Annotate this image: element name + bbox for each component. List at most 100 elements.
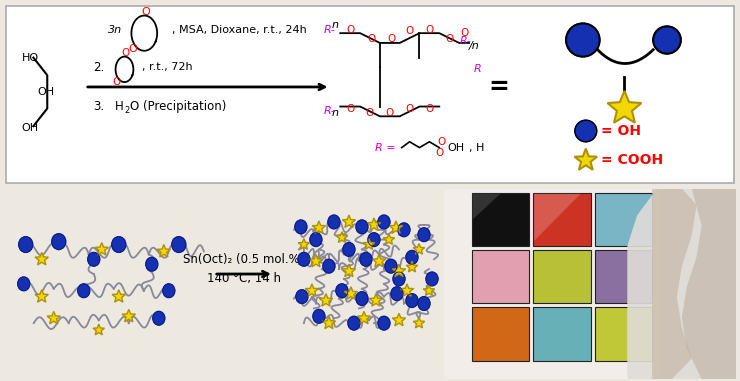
Ellipse shape bbox=[336, 284, 348, 298]
Text: n: n bbox=[332, 108, 338, 118]
Text: O: O bbox=[346, 104, 354, 114]
Polygon shape bbox=[343, 264, 356, 277]
Ellipse shape bbox=[163, 284, 175, 298]
Polygon shape bbox=[400, 284, 414, 296]
Text: OH: OH bbox=[21, 123, 38, 133]
Text: O: O bbox=[121, 48, 130, 58]
Ellipse shape bbox=[418, 297, 430, 311]
Bar bbox=[471, 307, 529, 361]
Ellipse shape bbox=[310, 233, 322, 247]
Polygon shape bbox=[357, 311, 371, 324]
Ellipse shape bbox=[348, 316, 360, 330]
Bar bbox=[534, 307, 591, 361]
Ellipse shape bbox=[406, 250, 418, 264]
Text: 2.: 2. bbox=[92, 61, 104, 74]
Ellipse shape bbox=[172, 237, 186, 252]
Text: O (Precipitation): O (Precipitation) bbox=[130, 100, 226, 113]
Polygon shape bbox=[95, 243, 109, 255]
Polygon shape bbox=[574, 149, 597, 170]
Ellipse shape bbox=[566, 23, 599, 57]
Text: O: O bbox=[112, 77, 121, 87]
Text: HO: HO bbox=[21, 53, 38, 62]
Bar bbox=[595, 193, 652, 246]
Polygon shape bbox=[389, 221, 403, 234]
Ellipse shape bbox=[393, 272, 405, 286]
Bar bbox=[534, 193, 591, 246]
Ellipse shape bbox=[295, 220, 307, 234]
Ellipse shape bbox=[296, 290, 308, 304]
Text: O: O bbox=[437, 137, 445, 147]
Polygon shape bbox=[392, 313, 406, 326]
Text: O: O bbox=[346, 25, 354, 35]
Text: OH: OH bbox=[37, 87, 55, 97]
Text: , r.t., 72h: , r.t., 72h bbox=[142, 62, 193, 72]
Polygon shape bbox=[322, 316, 335, 329]
Text: 140 °C, 14 h: 140 °C, 14 h bbox=[207, 272, 281, 285]
Text: = OH: = OH bbox=[601, 124, 641, 138]
Ellipse shape bbox=[385, 259, 397, 273]
Polygon shape bbox=[35, 290, 48, 302]
Text: O: O bbox=[425, 104, 434, 114]
Polygon shape bbox=[298, 239, 309, 249]
Text: O: O bbox=[368, 34, 376, 44]
Ellipse shape bbox=[146, 257, 158, 271]
Bar bbox=[471, 193, 529, 246]
Text: =: = bbox=[488, 75, 509, 99]
Ellipse shape bbox=[378, 215, 390, 229]
Polygon shape bbox=[473, 194, 500, 219]
Text: O: O bbox=[445, 34, 454, 44]
Ellipse shape bbox=[78, 284, 90, 298]
Polygon shape bbox=[309, 255, 323, 267]
Ellipse shape bbox=[368, 233, 380, 247]
Polygon shape bbox=[343, 215, 356, 227]
Ellipse shape bbox=[418, 228, 430, 242]
Text: 3.: 3. bbox=[92, 100, 104, 113]
Polygon shape bbox=[312, 221, 326, 234]
Text: R-: R- bbox=[323, 25, 335, 35]
Text: 3n: 3n bbox=[107, 25, 122, 35]
Ellipse shape bbox=[152, 311, 165, 325]
Polygon shape bbox=[363, 239, 374, 249]
Polygon shape bbox=[367, 218, 380, 231]
Ellipse shape bbox=[328, 215, 340, 229]
Polygon shape bbox=[157, 245, 170, 257]
FancyBboxPatch shape bbox=[6, 6, 734, 183]
Text: R =: R = bbox=[375, 142, 396, 153]
Text: O: O bbox=[425, 25, 434, 35]
Polygon shape bbox=[369, 294, 383, 306]
Text: O: O bbox=[406, 26, 414, 36]
Polygon shape bbox=[406, 261, 417, 272]
Polygon shape bbox=[413, 243, 425, 254]
Polygon shape bbox=[344, 287, 357, 299]
Polygon shape bbox=[47, 311, 61, 324]
Bar bbox=[595, 250, 652, 303]
Bar bbox=[471, 250, 529, 303]
Ellipse shape bbox=[18, 277, 30, 291]
Polygon shape bbox=[652, 189, 696, 379]
Ellipse shape bbox=[298, 252, 310, 266]
Ellipse shape bbox=[112, 237, 126, 252]
Text: O: O bbox=[366, 108, 374, 118]
Bar bbox=[444, 189, 662, 379]
Polygon shape bbox=[336, 232, 348, 242]
Ellipse shape bbox=[398, 223, 410, 237]
Ellipse shape bbox=[356, 292, 368, 306]
Text: n: n bbox=[332, 20, 338, 30]
Text: /n: /n bbox=[469, 41, 480, 51]
Text: O: O bbox=[460, 28, 468, 38]
Ellipse shape bbox=[406, 294, 418, 307]
Ellipse shape bbox=[313, 309, 325, 323]
Polygon shape bbox=[305, 284, 319, 296]
Text: O: O bbox=[386, 108, 394, 118]
Bar bbox=[595, 307, 652, 361]
Polygon shape bbox=[372, 255, 386, 267]
Text: R: R bbox=[474, 64, 482, 74]
Polygon shape bbox=[112, 290, 126, 302]
Text: O: O bbox=[406, 104, 414, 114]
Ellipse shape bbox=[575, 120, 596, 142]
Text: O: O bbox=[141, 6, 149, 17]
Ellipse shape bbox=[360, 252, 372, 266]
Text: R-: R- bbox=[460, 36, 471, 46]
Text: O: O bbox=[128, 44, 137, 54]
Polygon shape bbox=[682, 189, 736, 379]
